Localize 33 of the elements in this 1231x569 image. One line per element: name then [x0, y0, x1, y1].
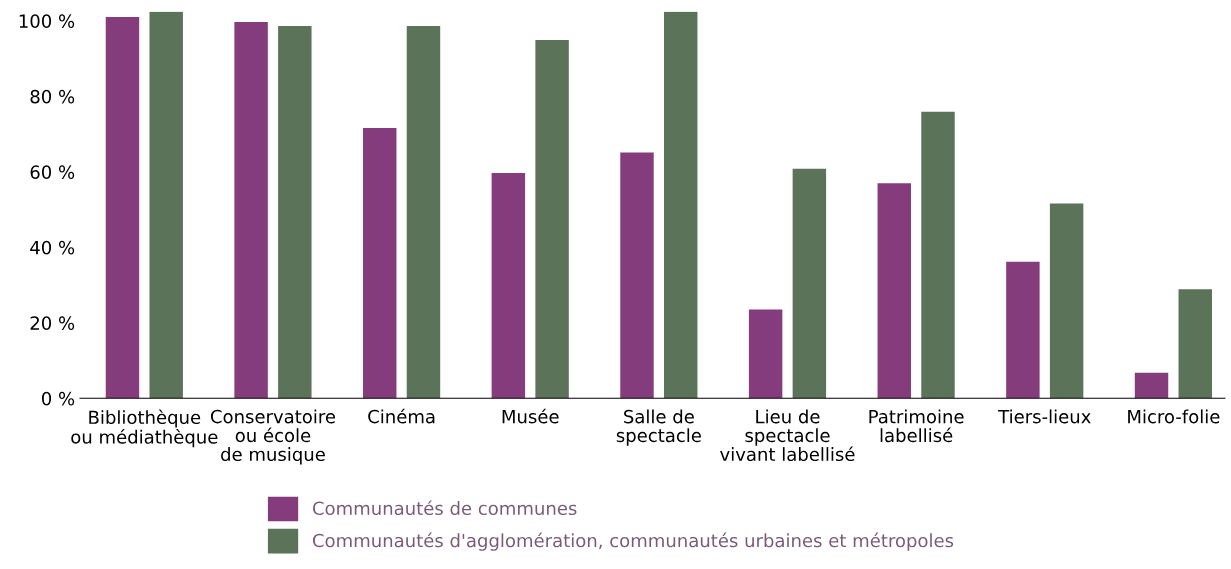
bar — [363, 128, 397, 399]
bar — [234, 21, 268, 399]
y-tick-label: 20 % — [30, 316, 75, 330]
x-tick-label: Musée — [502, 408, 559, 424]
bar — [792, 168, 827, 399]
bar — [1178, 289, 1212, 399]
bar — [491, 172, 526, 399]
bar — [1006, 261, 1040, 399]
bar — [149, 11, 183, 399]
bar — [1049, 203, 1084, 399]
bar — [278, 26, 312, 399]
bar — [535, 40, 569, 399]
bar — [748, 309, 783, 399]
legend-label: Communautés d'agglomération, communautés urbaines et métropoles — [312, 532, 954, 551]
bar — [406, 26, 441, 399]
bar — [1134, 372, 1169, 399]
y-tick-label: 80 % — [30, 89, 75, 104]
bar — [105, 17, 140, 399]
bar — [877, 183, 911, 399]
x-tick-label: Patrimoine labellisé — [869, 409, 964, 443]
bar — [620, 152, 654, 399]
y-tick-label: 60 % — [30, 165, 75, 179]
bar — [664, 11, 698, 399]
y-tick-label: 40 % — [30, 240, 75, 255]
y-tick-label: 0 % — [41, 391, 75, 406]
x-tick-label: Cinéma — [368, 408, 435, 424]
legend-label: Communautés de communes — [312, 500, 577, 516]
x-tick-label: Micro-folie — [1128, 409, 1220, 424]
x-tick-label: Salle de spectacle — [616, 409, 701, 446]
bar — [921, 111, 955, 399]
x-tick-label: Lieu de spectacle vivant labellisé — [720, 409, 855, 462]
y-tick-label: 100 % — [19, 14, 75, 28]
x-tick-label: Tiers-lieux — [998, 409, 1091, 424]
